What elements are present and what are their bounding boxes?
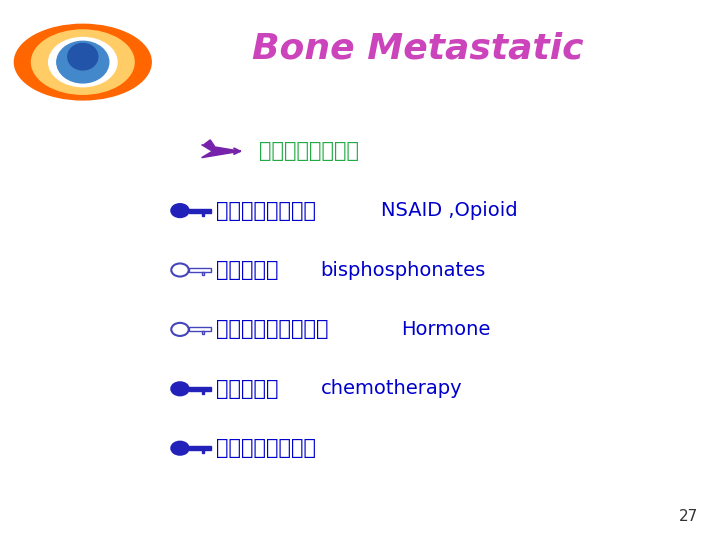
Ellipse shape [57, 42, 109, 83]
FancyBboxPatch shape [189, 387, 211, 391]
FancyBboxPatch shape [189, 208, 211, 213]
Ellipse shape [14, 24, 151, 100]
Text: Hormone: Hormone [401, 320, 490, 339]
Text: ให้ยา: ให้ยา [216, 260, 279, 280]
Ellipse shape [68, 43, 98, 70]
Text: bisphosphonates: bisphosphonates [320, 260, 486, 280]
Text: ให้ยา: ให้ยา [216, 379, 279, 399]
FancyBboxPatch shape [189, 446, 211, 450]
Text: ยาแก้ปวด: ยาแก้ปวด [216, 200, 316, 221]
Ellipse shape [32, 30, 134, 94]
Text: ให้ยาต้าน: ให้ยาต้าน [216, 319, 328, 340]
FancyBboxPatch shape [202, 213, 204, 215]
Text: 27: 27 [679, 509, 698, 524]
Circle shape [171, 382, 189, 395]
Polygon shape [202, 145, 240, 158]
Circle shape [171, 442, 189, 455]
FancyBboxPatch shape [202, 450, 204, 453]
Text: Bone Metastatic: Bone Metastatic [252, 32, 583, 65]
Text: NSAID ,Opioid: NSAID ,Opioid [381, 201, 518, 220]
Text: chemotherapy: chemotherapy [320, 379, 462, 399]
Circle shape [171, 204, 189, 217]
Polygon shape [204, 140, 215, 146]
Ellipse shape [48, 38, 117, 86]
Text: การรักษา: การรักษา [259, 141, 359, 161]
Text: ฉายรังสี: ฉายรังสี [216, 438, 316, 458]
FancyBboxPatch shape [202, 391, 204, 394]
